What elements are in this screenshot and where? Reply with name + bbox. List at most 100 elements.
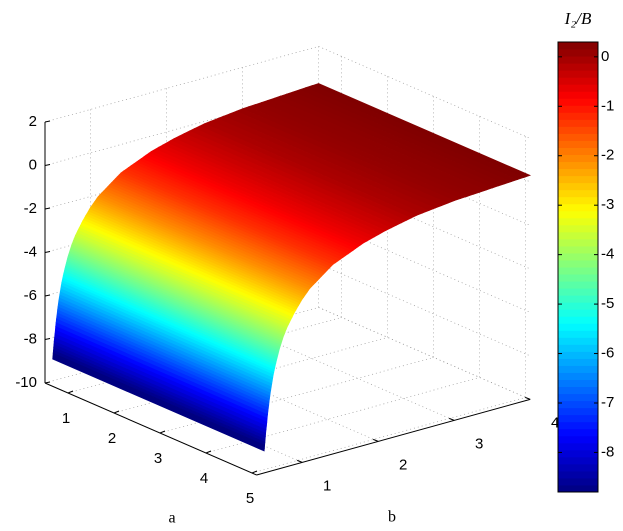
x-tick [113, 410, 120, 414]
colorbar-cell [558, 365, 598, 373]
colorbar-tick-label: -6 [601, 345, 614, 362]
colorbar-cell [558, 302, 598, 310]
grid-line [166, 349, 379, 442]
colorbar-cell [558, 259, 598, 268]
colorbar-cell [558, 477, 598, 486]
z-tick-label: -10 [15, 374, 37, 391]
grid-line [205, 377, 480, 454]
grid-line [251, 397, 526, 474]
colorbar-cell [558, 105, 598, 113]
colorbar-cell [558, 189, 598, 198]
colorbar-cell [558, 330, 598, 338]
surface-strip [52, 355, 265, 452]
colorbar-cell [558, 435, 598, 444]
colorbar-cell [558, 196, 598, 205]
colorbar-cell [558, 344, 598, 352]
colorbar-cell [558, 119, 598, 127]
grid-line [318, 46, 531, 139]
colorbar-cell [558, 400, 598, 409]
colorbar-cell [558, 372, 598, 380]
colorbar-cell [558, 63, 598, 71]
colorbar-tick-label: -4 [601, 246, 614, 263]
y-axis [256, 398, 531, 476]
colorbar-cell [558, 414, 598, 423]
colorbar-cell [558, 442, 598, 451]
z-tick [44, 251, 51, 253]
y-tick [297, 459, 303, 463]
y-tick [373, 438, 379, 442]
grid-line [318, 176, 531, 270]
x-tick [67, 390, 74, 394]
colorbar-cell [558, 98, 598, 106]
colorbar-cell [558, 70, 598, 78]
x-tick-label: 4 [200, 470, 208, 487]
z-tick [44, 207, 51, 210]
y-tick-label: 1 [323, 477, 331, 494]
x-axis [44, 382, 257, 476]
colorbar-cell [558, 288, 598, 296]
z-tick [44, 164, 51, 166]
colorbar-cell [558, 245, 598, 254]
x-tick [251, 470, 258, 474]
y-tick [449, 417, 455, 421]
colorbar-tick-label: 0 [601, 48, 609, 65]
colorbar-cell [558, 351, 598, 359]
colorbar-cell [558, 295, 598, 303]
x-axis-label: a [168, 510, 175, 527]
colorbar-cell [558, 463, 598, 472]
grid-line [318, 220, 531, 313]
colorbar-cell [558, 407, 598, 416]
colorbar-cell [558, 42, 598, 50]
grid-line [67, 317, 342, 394]
z-tick-label: 0 [29, 156, 37, 173]
grid-line [159, 357, 434, 434]
grid-line [318, 307, 531, 400]
z-tick-label: 2 [29, 113, 37, 130]
y-tick-label: 4 [551, 414, 559, 431]
colorbar-cell [558, 470, 598, 479]
colorbar-tick-label: -2 [601, 147, 614, 164]
colorbar-cell [558, 393, 598, 402]
x-tick-label: 2 [108, 430, 116, 447]
colorbar-cell [558, 428, 598, 437]
colorbar-cell [558, 281, 598, 289]
colorbar-cell [558, 274, 598, 282]
grid-line [318, 133, 531, 226]
colorbar-cell [558, 323, 598, 331]
z-tick-label: -4 [24, 243, 37, 260]
colorbar-cell [558, 140, 598, 148]
colorbar-cell [558, 309, 598, 317]
colorbar-tick-label: -1 [601, 97, 614, 114]
z-tick [44, 294, 51, 297]
colorbar-cell [558, 456, 598, 465]
z-tick-label: -6 [24, 287, 37, 304]
y-axis-label: b [388, 509, 396, 526]
grid-line [90, 370, 303, 463]
grid-line [318, 263, 531, 357]
colorbar-cell [558, 77, 598, 85]
colorbar-cell [558, 154, 598, 163]
colorbar-cell [558, 316, 598, 324]
x-tick-label: 3 [154, 450, 162, 467]
colorbar-cell [558, 112, 598, 120]
colorbar-cell [558, 337, 598, 345]
z-tick [44, 338, 51, 340]
colorbar-cell [558, 168, 598, 177]
z-tick-label: -2 [24, 200, 37, 217]
colorbar-cell [558, 133, 598, 141]
colorbar-cell [558, 379, 598, 388]
colorbar-cell [558, 56, 598, 64]
x-tick-label: 5 [246, 490, 254, 507]
colorbar-cell [558, 267, 598, 275]
colorbar-tick-label: -7 [601, 394, 614, 411]
colorbar-frame [557, 41, 599, 493]
y-tick-label: 3 [475, 435, 483, 452]
z-tick-label: -8 [24, 330, 37, 347]
colorbar-cell [558, 175, 598, 184]
colorbar-cell [558, 252, 598, 261]
colorbar-tick-label: -8 [601, 443, 614, 460]
colorbar-tick-label: -3 [601, 196, 614, 213]
colorbar-cell [558, 238, 598, 247]
